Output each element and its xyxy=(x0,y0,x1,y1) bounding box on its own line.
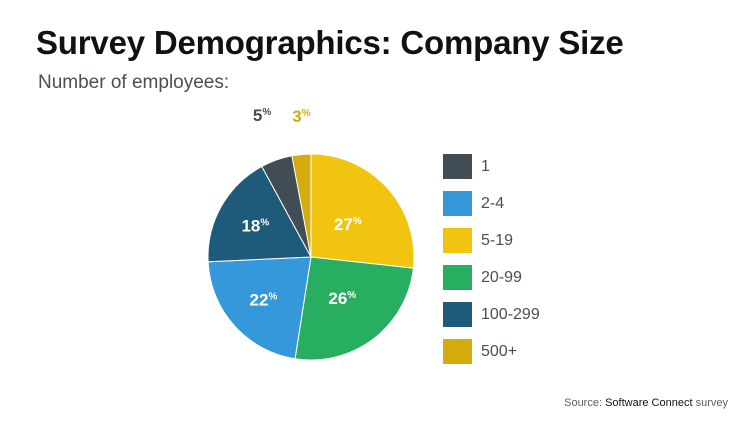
legend-swatch xyxy=(443,265,472,290)
legend-item-100-299: 100-299 xyxy=(443,302,540,327)
legend: 1 2-4 5-19 20-99 100-299 500+ xyxy=(443,154,540,376)
pie-slice-500-plus xyxy=(291,153,312,258)
legend-label: 2-4 xyxy=(481,194,505,212)
legend-label: 20-99 xyxy=(481,268,522,286)
legend-item-5-19: 5-19 xyxy=(443,228,540,253)
slice-value-label: 5% xyxy=(253,106,271,125)
source-note: Source: Software Connect survey xyxy=(564,397,728,409)
legend-label: 500+ xyxy=(481,342,518,360)
percent-sign: % xyxy=(347,290,356,301)
legend-item-2-4: 2-4 xyxy=(443,191,540,216)
pie-slice-20-99 xyxy=(294,256,414,361)
legend-swatch xyxy=(443,339,472,364)
percent-sign: % xyxy=(268,292,277,303)
legend-label: 5-19 xyxy=(481,231,514,249)
source-suffix: survey xyxy=(695,397,728,409)
percent-sign: % xyxy=(302,108,311,119)
pie-slice-100-299 xyxy=(207,165,312,263)
source-prefix: Source: xyxy=(564,397,603,409)
legend-swatch xyxy=(443,154,472,179)
legend-swatch xyxy=(443,228,472,253)
legend-swatch xyxy=(443,302,472,327)
legend-label: 100-299 xyxy=(481,305,540,323)
legend-item-1: 1 xyxy=(443,154,540,179)
legend-item-20-99: 20-99 xyxy=(443,265,540,290)
slice-value-label: 3% xyxy=(292,107,310,126)
percent-sign: % xyxy=(260,218,269,229)
legend-swatch xyxy=(443,191,472,216)
chart-subtitle: Number of employees: xyxy=(38,72,230,93)
pie-slice-5-19 xyxy=(310,153,415,269)
pie-slice-2-4 xyxy=(207,256,312,360)
legend-item-500-plus: 500+ xyxy=(443,339,540,364)
percent-sign: % xyxy=(353,216,362,227)
chart-title: Survey Demographics: Company Size xyxy=(36,24,624,61)
percent-sign: % xyxy=(262,107,271,118)
legend-label: 1 xyxy=(481,157,490,175)
source-brand: Software Connect xyxy=(605,397,693,409)
